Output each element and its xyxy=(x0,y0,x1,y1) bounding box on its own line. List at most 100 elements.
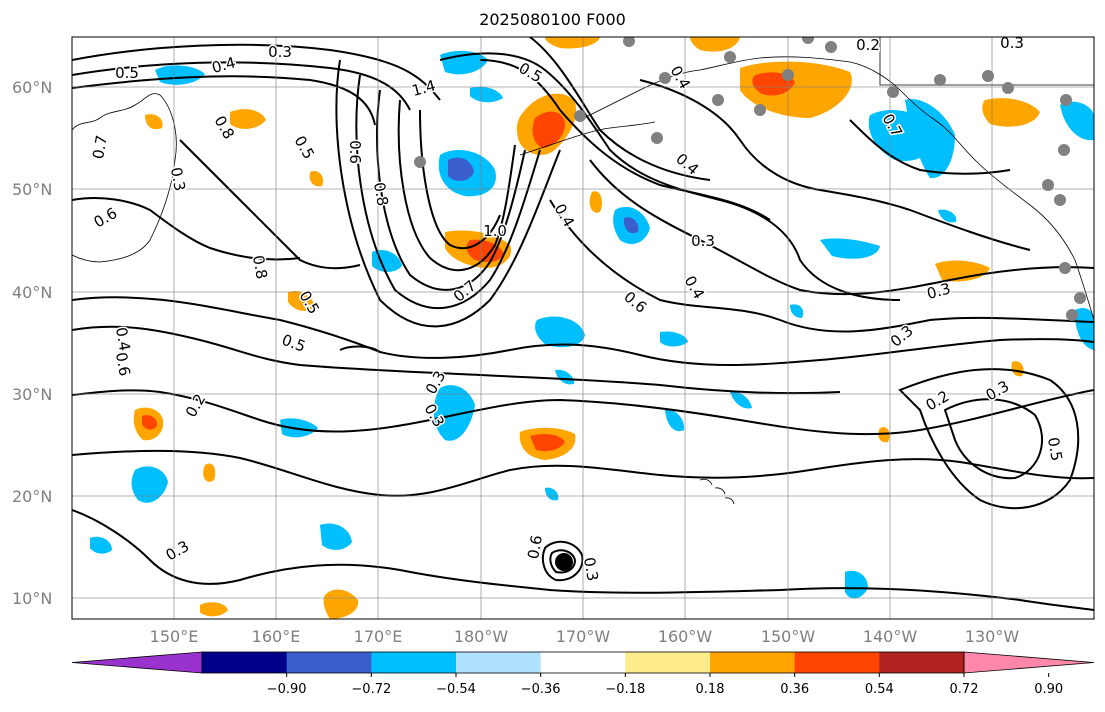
colorbar-segment xyxy=(286,652,372,673)
shading-blob-red xyxy=(530,434,565,452)
contour-line xyxy=(72,296,1094,366)
colorbar-outline xyxy=(201,651,965,674)
lon-label: 170°W xyxy=(556,627,611,646)
lon-label: 140°W xyxy=(863,627,918,646)
shading-blob-blue xyxy=(433,385,475,441)
colorbar-segment xyxy=(625,652,711,673)
station-marker xyxy=(1060,94,1072,106)
colorbar-segment xyxy=(710,652,796,673)
contour-line xyxy=(529,37,711,181)
colorbar-segment xyxy=(540,652,626,673)
map-title: 2025080100 F000 xyxy=(479,10,626,29)
station-marker xyxy=(659,72,671,84)
shading-blob-darkblue xyxy=(623,217,639,234)
shading-blob-blue xyxy=(280,418,318,438)
station-marker xyxy=(1058,144,1070,156)
coastline-hawaii xyxy=(699,478,735,505)
station-marker xyxy=(1042,179,1054,191)
contour-line xyxy=(589,159,1094,296)
contour-label: 0.3 xyxy=(1000,34,1024,52)
shading-blob-orange xyxy=(288,290,315,311)
shading-blob-blue xyxy=(545,487,559,501)
station-markers xyxy=(414,37,1086,321)
station-marker xyxy=(574,110,586,122)
station-marker xyxy=(887,86,899,98)
colorbar-tick-label: −0.36 xyxy=(521,682,561,697)
station-marker xyxy=(934,74,946,86)
shading-blob-blue xyxy=(905,99,955,179)
station-marker xyxy=(724,51,736,63)
colorbar-tick-label: 0.36 xyxy=(780,682,809,697)
colorbar-tick-label: 0.72 xyxy=(950,682,979,697)
contour-line xyxy=(943,398,1044,480)
contour-line xyxy=(72,449,1094,497)
shading-blob-blue xyxy=(730,391,752,409)
shading-blob-red xyxy=(532,111,566,148)
shading-blob-blue xyxy=(938,209,957,223)
contour-line xyxy=(72,325,841,395)
contour-line xyxy=(355,74,541,310)
station-marker xyxy=(712,94,724,106)
contour-line xyxy=(72,197,301,261)
contour-line xyxy=(72,61,411,111)
station-marker xyxy=(754,104,766,116)
contour-line xyxy=(72,43,441,101)
station-marker xyxy=(1054,194,1066,206)
contour-line xyxy=(479,59,771,221)
coastline-gulf-alaska xyxy=(879,37,1094,86)
map-border xyxy=(71,36,1095,620)
shading-blob-orange xyxy=(935,260,990,282)
colorbar-tick-label: −0.90 xyxy=(267,682,307,697)
anomaly-shading xyxy=(90,37,1094,619)
shading-blob-blue xyxy=(660,331,688,347)
shading-blob-orange xyxy=(545,37,600,49)
coastline-siberia xyxy=(72,93,177,263)
lon-label: 160°E xyxy=(252,627,301,646)
shading-blob-orange xyxy=(323,589,359,619)
coastline-alaska xyxy=(579,56,1094,321)
station-marker xyxy=(1066,309,1078,321)
lat-label: 20°N xyxy=(12,487,52,506)
shading-blob-blue xyxy=(1060,101,1094,141)
colorbar-segment xyxy=(879,652,965,673)
shading-blob-orange xyxy=(309,170,324,187)
shading-blob-orange xyxy=(200,602,228,617)
colorbar-tick-label: 0.18 xyxy=(696,682,725,697)
lat-label: 10°N xyxy=(12,589,52,608)
contour-label: 0.2 xyxy=(856,36,880,54)
shading-blob-orange xyxy=(690,37,740,52)
contour-line xyxy=(549,199,1094,333)
contour-line xyxy=(397,99,516,272)
contour-line xyxy=(72,509,1094,611)
shading-blob-blue xyxy=(845,570,868,599)
colorbar-tick-label: 0.90 xyxy=(1034,682,1063,697)
shading-blob-blue xyxy=(320,523,352,550)
lon-label: 160°W xyxy=(658,627,713,646)
shading-blob-blue xyxy=(820,238,880,259)
colorbar-tick-label: −0.54 xyxy=(436,682,476,697)
shading-blob-blue xyxy=(155,65,205,85)
contour-label: 0.4 xyxy=(112,326,134,353)
storm-center-marker xyxy=(555,553,573,571)
contour-line xyxy=(419,109,501,250)
contour-label: 0.3 xyxy=(268,43,292,61)
shading-blob-orange xyxy=(982,98,1040,127)
lat-label: 50°N xyxy=(12,180,52,199)
contour-label: 0.5 xyxy=(1044,436,1066,463)
shading-blob-darkblue xyxy=(448,157,474,181)
shading-blob-blue xyxy=(470,86,503,103)
contour-line xyxy=(898,368,1080,510)
contour-line xyxy=(549,549,577,574)
colorbar: −0.90 −0.72 −0.54 −0.36 −0.18 0.18 0.36 0.54 0.7… xyxy=(71,651,1095,697)
contour-line xyxy=(849,119,1011,175)
station-marker xyxy=(651,132,663,144)
station-marker xyxy=(825,41,837,53)
contour-line xyxy=(541,540,584,582)
colorbar-segment xyxy=(794,652,880,673)
lon-label: 150°W xyxy=(761,627,816,646)
station-marker xyxy=(1002,82,1014,94)
lat-label: 30°N xyxy=(12,385,52,404)
shading-blob-blue xyxy=(535,316,585,348)
contour-line xyxy=(335,59,561,328)
